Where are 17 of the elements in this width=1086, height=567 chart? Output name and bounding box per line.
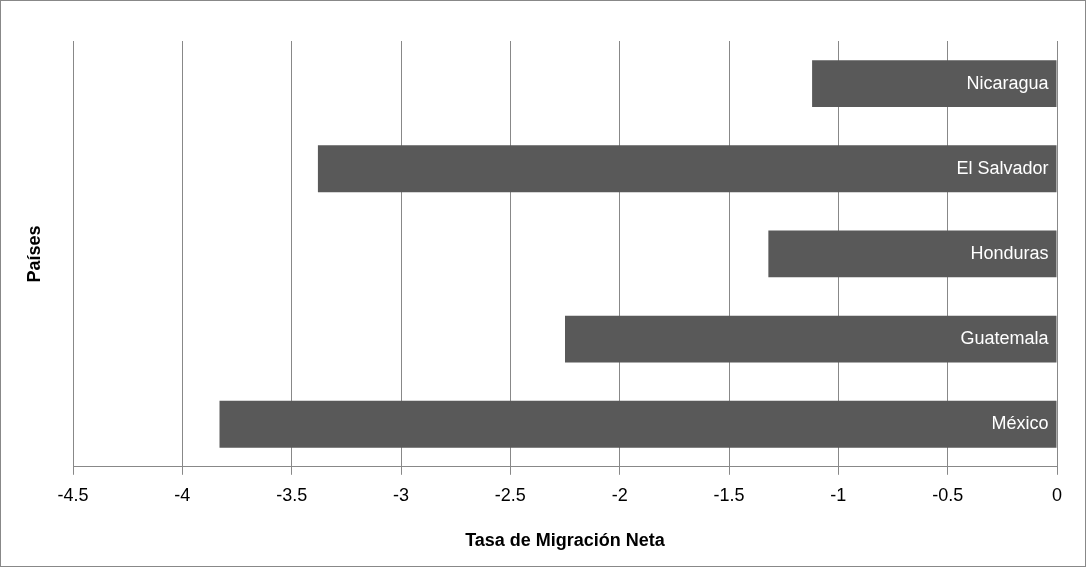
x-tick-label: -1 (830, 484, 847, 505)
x-tick-label: -4.5 (57, 484, 89, 505)
y-tick-label: Guatemala (960, 328, 1050, 349)
y-tick-label: México (991, 413, 1049, 434)
x-tick-label: 0 (1051, 484, 1063, 505)
x-tick-label: -3.5 (276, 484, 308, 505)
y-tick-label: Nicaragua (966, 72, 1050, 93)
x-tick-label: -2.5 (494, 484, 526, 505)
x-tick-label: -2 (611, 484, 628, 505)
x-tick-label: -1.5 (713, 484, 745, 505)
x-tick-label: -4 (174, 484, 191, 505)
x-tick-label: -3 (392, 484, 410, 505)
y-tick-label: Honduras (970, 242, 1049, 263)
x-tick-label: -0.5 (932, 484, 964, 505)
y-tick-label: El Salvador (956, 157, 1049, 178)
x-axis-title: Tasa de Migración Neta (465, 530, 666, 551)
y-axis-title: Países (23, 225, 44, 283)
